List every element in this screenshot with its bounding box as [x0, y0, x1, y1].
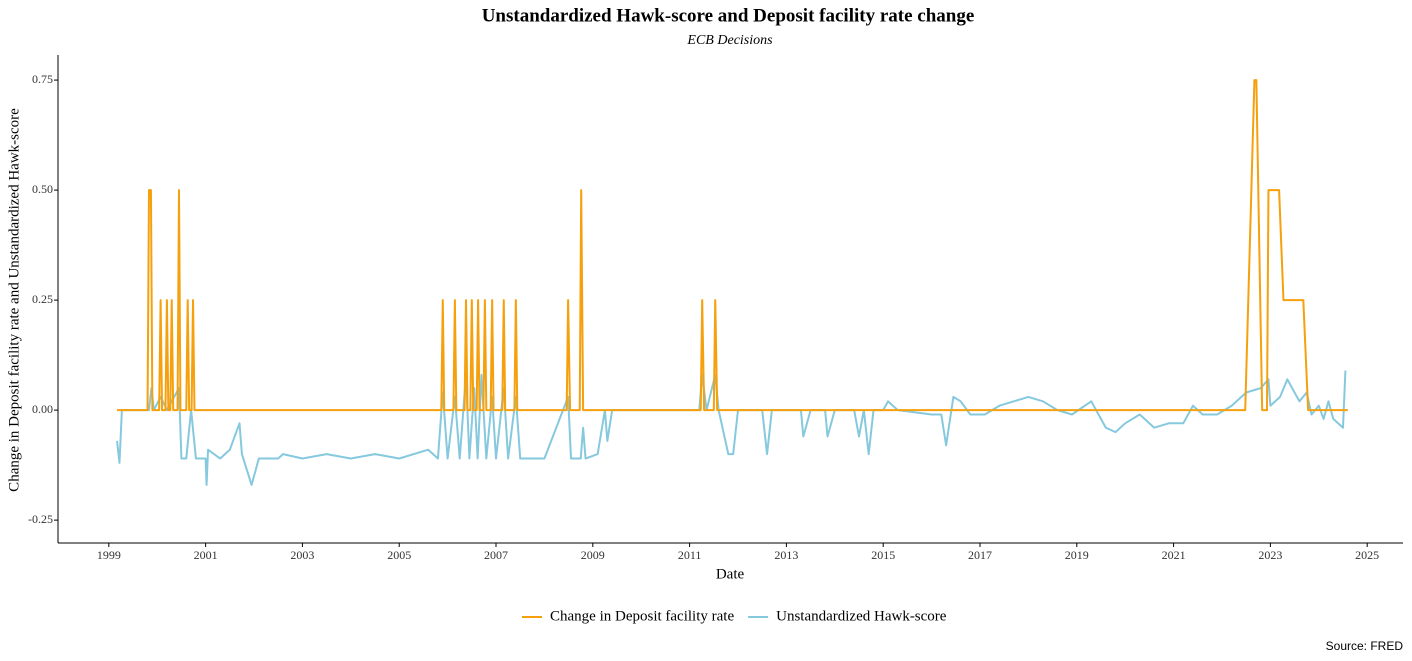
x-axis-title: Date	[716, 566, 745, 582]
x-tick-label: 1999	[97, 548, 121, 562]
x-tick-label: 2011	[678, 548, 702, 562]
legend-label: Unstandardized Hawk-score	[776, 608, 947, 624]
legend-label: Change in Deposit facility rate	[550, 608, 734, 624]
x-tick-label: 2013	[774, 548, 798, 562]
x-tick-label: 2023	[1258, 548, 1282, 562]
y-tick-label: -0.25	[28, 512, 53, 526]
y-tick-label: 0.75	[32, 72, 53, 86]
x-tick-label: 2001	[194, 548, 218, 562]
x-tick-label: 2021	[1162, 548, 1186, 562]
y-tick-label: 0.50	[32, 182, 53, 196]
x-tick-label: 2019	[1065, 548, 1089, 562]
x-tick-label: 2009	[581, 548, 605, 562]
source-note: Source: FRED	[1326, 639, 1404, 653]
x-tick-label: 2017	[968, 548, 992, 562]
y-axis-title: Change in Deposit facility rate and Unst…	[6, 108, 22, 492]
x-tick-label: 2005	[387, 548, 411, 562]
chart-title: Unstandardized Hawk-score and Deposit fa…	[482, 5, 975, 26]
series-line	[116, 370, 1347, 486]
x-tick-label: 2025	[1355, 548, 1379, 562]
y-tick-label: 0.00	[32, 402, 53, 416]
series-line	[117, 79, 1348, 412]
chart-subtitle: ECB Decisions	[686, 33, 773, 48]
x-tick-label: 2003	[290, 548, 314, 562]
y-tick-label: 0.25	[32, 292, 53, 306]
x-tick-label: 2015	[871, 548, 895, 562]
x-tick-label: 2007	[484, 548, 508, 562]
